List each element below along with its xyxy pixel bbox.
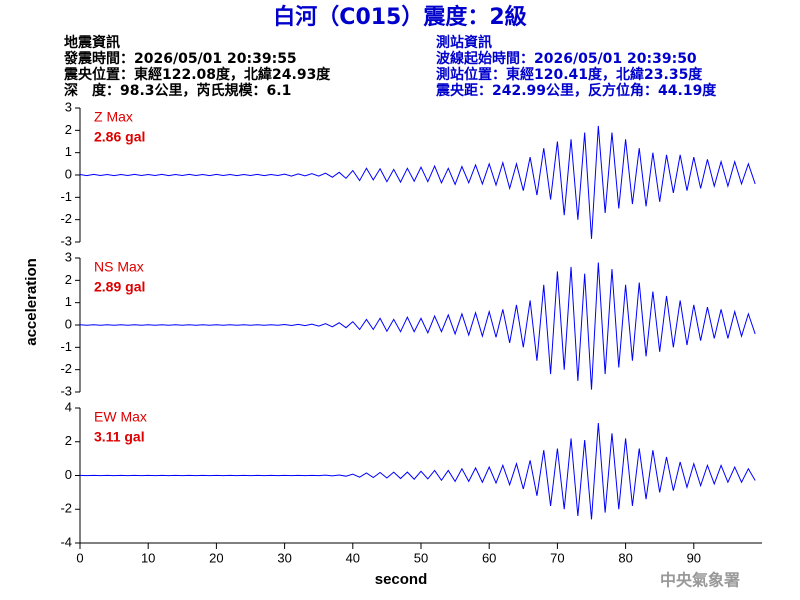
y-tick-label: 2	[65, 122, 72, 137]
x-tick-label: 80	[618, 550, 632, 565]
y-tick-label: 1	[65, 144, 72, 159]
x-tick-label: 0	[76, 550, 83, 565]
channel-label: Z Max	[94, 109, 133, 125]
watermark: 中央氣象署	[660, 571, 740, 590]
info-line: 發震時間：2026/05/01 20:39:55	[63, 50, 297, 67]
y-tick-label: -3	[60, 383, 72, 398]
x-axis-label: second	[375, 571, 428, 588]
y-tick-label: -3	[60, 233, 72, 248]
y-tick-label: 3	[65, 249, 72, 264]
y-tick-label: 0	[65, 166, 72, 181]
info-line: 波線起始時間：2026/05/01 20:39:50	[436, 50, 697, 67]
y-tick-label: -4	[60, 534, 72, 549]
y-tick-label: -2	[60, 361, 72, 376]
peak-label: 2.86 gal	[94, 129, 145, 145]
x-tick-label: 70	[550, 550, 564, 565]
channel-label: NS Max	[94, 259, 144, 275]
waveform	[79, 262, 756, 390]
x-tick-label: 40	[346, 550, 360, 565]
info-line: 測站資訊	[436, 34, 492, 51]
y-tick-label: -2	[60, 501, 72, 516]
y-tick-label: -1	[60, 189, 72, 204]
info-line: 深 度：98.3公里，芮氏規模：6.1	[64, 82, 291, 99]
info-line: 震央位置：東經122.08度，北緯24.93度	[63, 66, 331, 83]
info-line: 震央距：242.99公里，反方位角：44.19度	[435, 82, 717, 99]
x-tick-label: 90	[687, 550, 701, 565]
channel-label: EW Max	[94, 409, 147, 425]
x-tick-label: 20	[209, 550, 223, 565]
waveform	[79, 125, 756, 239]
y-tick-label: 2	[65, 272, 72, 287]
y-tick-label: 2	[65, 433, 72, 448]
y-tick-label: 4	[65, 399, 72, 414]
earthquake-info: 地震資訊 發震時間：2026/05/01 20:39:55 震央位置：東經122…	[63, 34, 331, 99]
x-tick-label: 10	[141, 550, 155, 565]
station-info: 測站資訊 波線起始時間：2026/05/01 20:39:50 測站位置：東經1…	[435, 34, 717, 99]
info-line: 測站位置：東經120.41度，北緯23.35度	[436, 66, 703, 83]
peak-label: 2.89 gal	[94, 279, 145, 295]
y-axis-label: acceleration	[23, 258, 40, 346]
x-tick-label: 50	[414, 550, 428, 565]
y-tick-label: 3	[65, 99, 72, 114]
info-line: 地震資訊	[64, 34, 120, 51]
y-tick-label: -2	[60, 211, 72, 226]
peak-label: 3.11 gal	[94, 429, 145, 445]
x-tick-label: 30	[277, 550, 291, 565]
y-tick-label: 0	[65, 316, 72, 331]
waveform	[79, 422, 756, 520]
y-tick-label: 0	[65, 467, 72, 482]
title: 白河（C015）震度：2級	[273, 4, 526, 30]
x-tick-label: 60	[482, 550, 496, 565]
y-tick-label: 1	[65, 294, 72, 309]
y-tick-label: -1	[60, 339, 72, 354]
